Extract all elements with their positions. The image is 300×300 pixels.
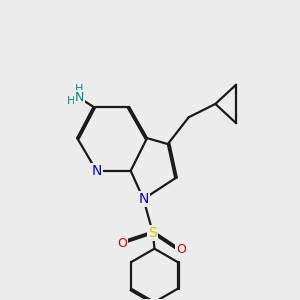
Text: N: N <box>138 192 148 206</box>
Text: N: N <box>91 164 102 178</box>
Text: S: S <box>148 226 157 240</box>
Text: O: O <box>176 243 186 256</box>
Text: H: H <box>67 96 75 106</box>
Text: N: N <box>75 92 84 104</box>
Text: O: O <box>117 237 127 250</box>
Text: H: H <box>75 84 84 94</box>
